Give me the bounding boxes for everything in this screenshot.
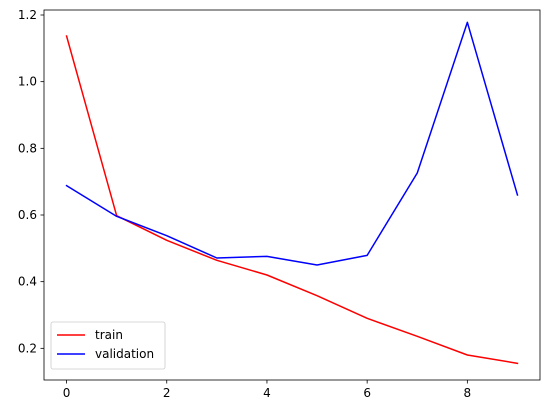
x-tick-label: 0 bbox=[63, 386, 71, 400]
series-line-train bbox=[65, 35, 519, 365]
axes-layer bbox=[43, 9, 541, 381]
legend-label-validation: validation bbox=[95, 347, 154, 361]
legend-box bbox=[50, 321, 166, 370]
x-tick-label: 4 bbox=[263, 386, 271, 400]
x-tick-label: 8 bbox=[464, 386, 472, 400]
y-tick-label: 0.8 bbox=[18, 141, 37, 155]
x-tick-label: 6 bbox=[363, 386, 371, 400]
y-tick-label: 0.6 bbox=[18, 208, 37, 222]
series-line-validation bbox=[65, 21, 519, 266]
plot-area bbox=[44, 10, 540, 380]
x-tick-label: 2 bbox=[163, 386, 171, 400]
y-tick-label: 0.4 bbox=[18, 275, 37, 289]
x-axis-ticks: 0 2 4 6 8 bbox=[63, 380, 471, 400]
y-tick-label: 1.0 bbox=[18, 75, 37, 89]
series-layer bbox=[65, 21, 519, 365]
legend: train validation bbox=[50, 321, 166, 370]
axes-frame bbox=[43, 9, 541, 381]
legend-label-train: train bbox=[95, 328, 123, 342]
y-axis-ticks: 0.2 0.4 0.6 0.8 1.0 1.2 bbox=[18, 8, 44, 355]
y-tick-label: 0.2 bbox=[18, 341, 37, 355]
y-tick-label: 1.2 bbox=[18, 8, 37, 22]
